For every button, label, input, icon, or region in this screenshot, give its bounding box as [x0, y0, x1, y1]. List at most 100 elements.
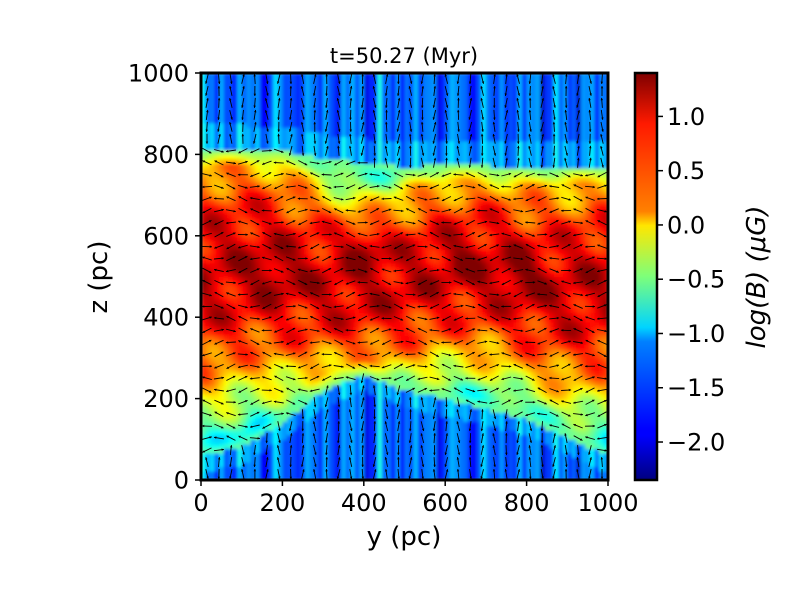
- heatmap-cell: [255, 208, 261, 214]
- heatmap-cell: [214, 353, 220, 359]
- heatmap-cell: [372, 82, 378, 88]
- heatmap-cell: [327, 294, 333, 300]
- heatmap-cell: [390, 385, 397, 391]
- heatmap-cell: [314, 394, 320, 400]
- heatmap-cell: [314, 317, 320, 323]
- heatmap-cell: [345, 235, 351, 241]
- heatmap-cell: [341, 91, 347, 97]
- heatmap-cell: [246, 335, 252, 341]
- heatmap-cell: [345, 276, 351, 282]
- heatmap-cell: [201, 475, 207, 480]
- heatmap-cell: [427, 308, 433, 314]
- heatmap-cell: [273, 299, 279, 305]
- heatmap-cell: [409, 281, 415, 287]
- heatmap-cell: [363, 262, 369, 269]
- heatmap-cell: [237, 443, 243, 449]
- heatmap-cell: [255, 375, 261, 382]
- heatmap-cell: [223, 222, 229, 228]
- heatmap-cell: [282, 285, 288, 291]
- heatmap-cell: [246, 91, 252, 97]
- heatmap-cell: [237, 303, 243, 309]
- heatmap-cell: [354, 204, 360, 210]
- heatmap-cell: [345, 335, 351, 341]
- heatmap-cell: [413, 308, 419, 314]
- heatmap-cell: [363, 167, 369, 174]
- heatmap-cell: [323, 366, 329, 373]
- heatmap-cell: [368, 204, 374, 210]
- heatmap-cell: [282, 109, 288, 115]
- heatmap-cell: [205, 77, 211, 83]
- heatmap-cell: [282, 258, 288, 264]
- heatmap-cell: [418, 213, 424, 219]
- heatmap-cell: [286, 326, 293, 332]
- heatmap-cell: [350, 249, 356, 255]
- heatmap-cell: [223, 86, 229, 92]
- heatmap-cell: [341, 330, 347, 336]
- heatmap-cell: [246, 470, 252, 477]
- heatmap-cell: [314, 452, 320, 458]
- heatmap-cell: [354, 362, 360, 368]
- heatmap-cell: [264, 317, 270, 323]
- heatmap-cell: [273, 421, 279, 427]
- heatmap-cell: [309, 181, 315, 187]
- heatmap-cell: [228, 267, 234, 273]
- heatmap-cell: [386, 312, 392, 318]
- heatmap-cell: [323, 335, 329, 341]
- heatmap-cell: [445, 434, 451, 440]
- heatmap-cell: [300, 140, 306, 146]
- heatmap-cell: [237, 213, 243, 219]
- heatmap-cell: [305, 199, 311, 205]
- heatmap-cell: [341, 353, 347, 359]
- heatmap-cell: [286, 195, 293, 201]
- heatmap-cell: [431, 213, 437, 219]
- heatmap-cell: [277, 181, 283, 187]
- heatmap-cell: [282, 186, 288, 192]
- heatmap-cell: [381, 366, 388, 373]
- heatmap-cell: [363, 195, 369, 201]
- heatmap-cell: [201, 109, 207, 115]
- heatmap-cell: [359, 131, 365, 137]
- heatmap-cell: [314, 118, 320, 124]
- heatmap-cell: [345, 385, 351, 391]
- heatmap-cell: [413, 140, 419, 146]
- heatmap-cell: [354, 231, 360, 237]
- heatmap-cell: [386, 136, 392, 142]
- heatmap-cell: [295, 186, 302, 192]
- heatmap-cell: [445, 217, 451, 223]
- heatmap-cell: [449, 434, 455, 440]
- heatmap-cell: [345, 131, 351, 137]
- heatmap-cell: [214, 466, 220, 472]
- heatmap-cell: [291, 371, 297, 377]
- heatmap-cell: [395, 181, 401, 187]
- heatmap-cell: [277, 235, 283, 241]
- heatmap-cell: [386, 145, 392, 151]
- heatmap-cell: [300, 362, 306, 368]
- heatmap-cell: [219, 208, 225, 214]
- heatmap-cell: [336, 371, 342, 377]
- heatmap-cell: [219, 217, 225, 223]
- heatmap-cell: [341, 285, 347, 291]
- heatmap-cell: [219, 91, 225, 97]
- heatmap-cell: [232, 222, 238, 228]
- heatmap-cell: [210, 326, 216, 332]
- heatmap-cell: [345, 122, 351, 128]
- heatmap-cell: [422, 82, 428, 88]
- heatmap-cell: [409, 353, 415, 359]
- heatmap-cell: [300, 299, 306, 305]
- heatmap-cell: [232, 326, 238, 332]
- heatmap-cell: [399, 439, 406, 445]
- heatmap-cell: [214, 77, 220, 83]
- heatmap-cell: [228, 82, 234, 88]
- heatmap-cell: [205, 466, 211, 472]
- heatmap-cell: [386, 330, 392, 336]
- heatmap-cell: [305, 172, 311, 178]
- heatmap-cell: [399, 430, 406, 436]
- heatmap-cell: [323, 430, 329, 436]
- heatmap-cell: [381, 167, 388, 174]
- heatmap-cell: [305, 281, 311, 287]
- heatmap-cell: [413, 77, 419, 83]
- heatmap-cell: [232, 430, 238, 436]
- heatmap-cell: [300, 95, 306, 101]
- heatmap-cell: [363, 267, 369, 273]
- heatmap-cell: [341, 425, 347, 431]
